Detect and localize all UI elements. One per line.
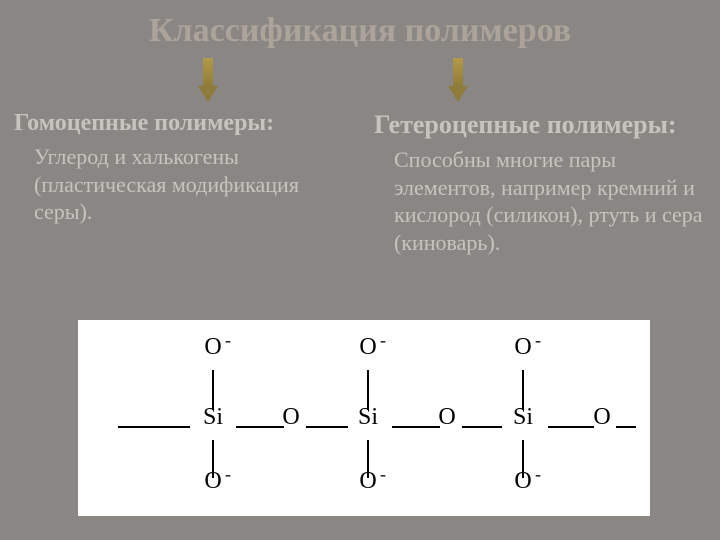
bond bbox=[462, 426, 502, 428]
bond bbox=[616, 426, 636, 428]
arrow-left bbox=[200, 58, 216, 100]
charge-minus: - bbox=[535, 464, 541, 485]
atom-o: O bbox=[509, 468, 537, 495]
atom-o: O bbox=[588, 404, 616, 431]
chemistry-diagram: SiO-O-SiO-O-SiO-O-OOO bbox=[78, 320, 650, 516]
charge-minus: - bbox=[225, 464, 231, 485]
atom-o: O bbox=[199, 468, 227, 495]
atom-o: O bbox=[433, 404, 461, 431]
right-text: Способны многие пары элементов, например… bbox=[374, 146, 706, 256]
arrow-right bbox=[450, 58, 466, 100]
left-text: Углерод и халькогены (пластическая модиф… bbox=[14, 143, 346, 226]
atom-o: O bbox=[277, 404, 305, 431]
bond bbox=[306, 426, 348, 428]
charge-minus: - bbox=[535, 330, 541, 351]
column-left: Гомоцепные полимеры: Углерод и халькоген… bbox=[0, 110, 360, 256]
charge-minus: - bbox=[380, 464, 386, 485]
atom-o: O bbox=[199, 334, 227, 361]
atom-o: O bbox=[354, 468, 382, 495]
right-heading: Гетероцепные полимеры: bbox=[374, 110, 706, 140]
atom-o: O bbox=[509, 334, 537, 361]
atom-si: Si bbox=[509, 404, 537, 431]
left-heading: Гомоцепные полимеры: bbox=[14, 110, 346, 137]
atom-si: Si bbox=[354, 404, 382, 431]
atom-si: Si bbox=[199, 404, 227, 431]
bond bbox=[118, 426, 190, 428]
column-right: Гетероцепные полимеры: Способны многие п… bbox=[360, 110, 720, 256]
atom-o: O bbox=[354, 334, 382, 361]
columns-container: Гомоцепные полимеры: Углерод и халькоген… bbox=[0, 110, 720, 256]
page-title: Классификация полимеров bbox=[0, 12, 720, 50]
charge-minus: - bbox=[380, 330, 386, 351]
charge-minus: - bbox=[225, 330, 231, 351]
